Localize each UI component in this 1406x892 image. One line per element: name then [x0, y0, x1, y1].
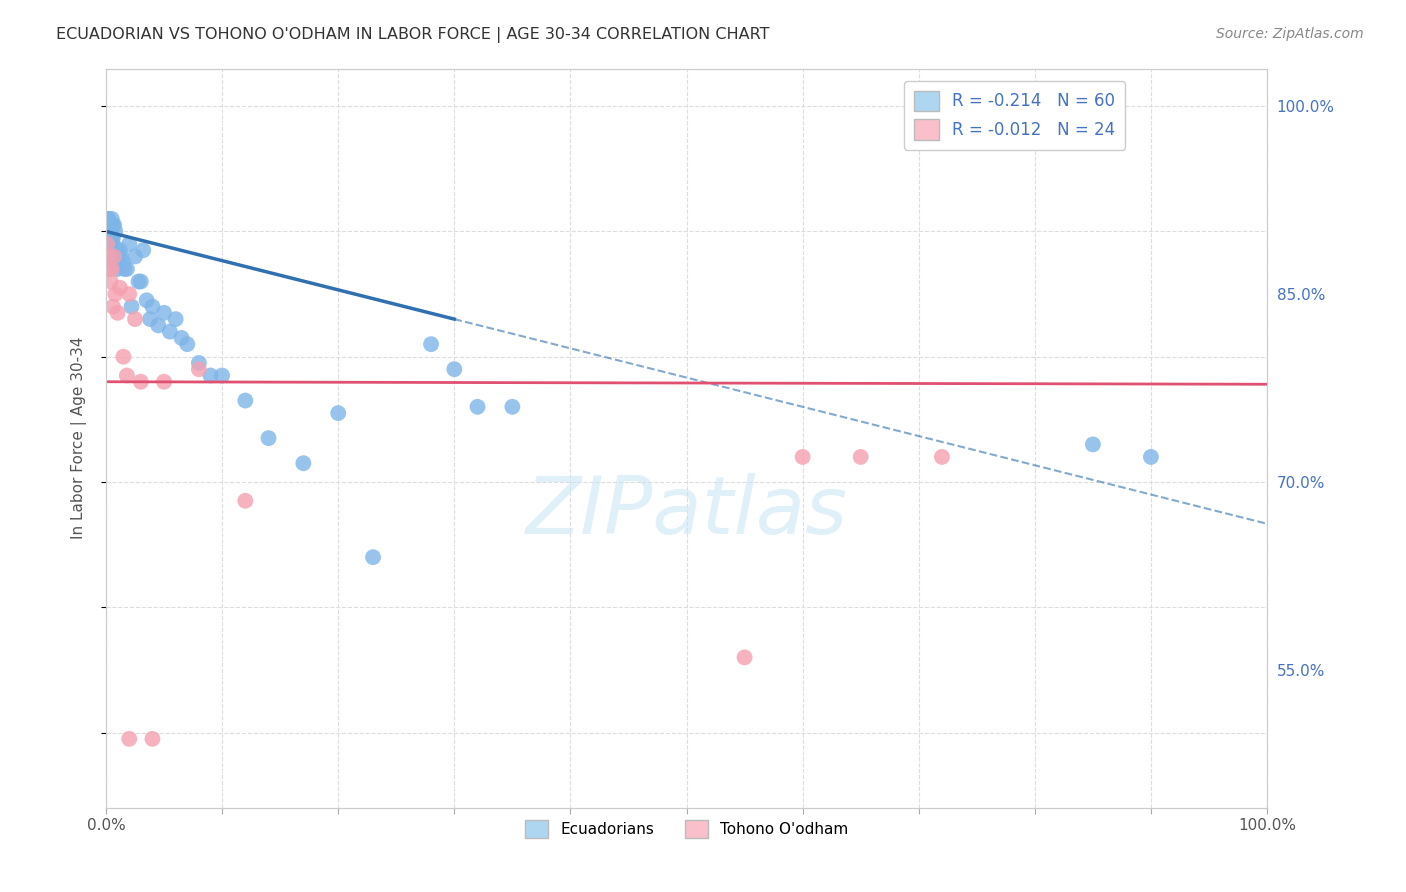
Point [734, 650, 756, 665]
Point [132, 243, 155, 257]
Point [501, 400, 523, 414]
Point [211, 368, 233, 383]
Point [187, 362, 209, 376]
Point [118, 731, 141, 746]
Point [153, 306, 176, 320]
Point [141, 300, 163, 314]
Point [115, 262, 138, 277]
Point [107, 256, 129, 270]
Point [233, 393, 256, 408]
Point [96, 236, 118, 251]
Point [121, 300, 143, 314]
Point [159, 325, 181, 339]
Point [101, 230, 124, 244]
Text: ZIPatlas: ZIPatlas [526, 473, 848, 551]
Point [118, 287, 141, 301]
Point [96, 211, 118, 226]
Point [104, 287, 127, 301]
Point [176, 337, 198, 351]
Text: Source: ZipAtlas.com: Source: ZipAtlas.com [1216, 27, 1364, 41]
Point [98, 236, 121, 251]
Point [101, 230, 124, 244]
Point [110, 250, 132, 264]
Point [100, 218, 122, 232]
Point [141, 731, 163, 746]
Point [292, 456, 315, 470]
Point [100, 275, 122, 289]
Point [233, 493, 256, 508]
Point [97, 211, 120, 226]
Point [170, 331, 193, 345]
Point [792, 450, 814, 464]
Y-axis label: In Labor Force | Age 30-34: In Labor Force | Age 30-34 [72, 337, 87, 540]
Point [97, 250, 120, 264]
Point [849, 450, 872, 464]
Point [101, 262, 124, 277]
Point [105, 250, 128, 264]
Point [101, 300, 124, 314]
Point [129, 275, 152, 289]
Point [96, 218, 118, 232]
Point [98, 224, 121, 238]
Point [129, 375, 152, 389]
Point [107, 306, 129, 320]
Point [112, 256, 135, 270]
Point [153, 375, 176, 389]
Point [103, 218, 125, 232]
Point [108, 243, 131, 257]
Point [107, 250, 129, 264]
Point [200, 368, 222, 383]
Point [98, 262, 121, 277]
Point [100, 224, 122, 238]
Point [115, 368, 138, 383]
Text: ECUADORIAN VS TOHONO O'ODHAM IN LABOR FORCE | AGE 30-34 CORRELATION CHART: ECUADORIAN VS TOHONO O'ODHAM IN LABOR FO… [56, 27, 769, 43]
Point [328, 406, 350, 420]
Point [101, 236, 124, 251]
Point [100, 236, 122, 251]
Point [420, 337, 443, 351]
Point [124, 312, 146, 326]
Point [1140, 450, 1163, 464]
Point [361, 550, 384, 565]
Point [257, 431, 280, 445]
Point [135, 293, 157, 308]
Legend: Ecuadorians, Tohono O'odham: Ecuadorians, Tohono O'odham [519, 814, 853, 845]
Point [107, 262, 129, 277]
Point [103, 256, 125, 270]
Point [467, 400, 489, 414]
Point [108, 281, 131, 295]
Point [103, 250, 125, 264]
Point [105, 243, 128, 257]
Point [114, 262, 136, 277]
Point [104, 250, 127, 264]
Point [97, 224, 120, 238]
Point [101, 218, 124, 232]
Point [112, 350, 135, 364]
Point [931, 450, 953, 464]
Point [165, 312, 187, 326]
Point [98, 218, 121, 232]
Point [128, 275, 150, 289]
Point [118, 236, 141, 251]
Point [1081, 437, 1104, 451]
Point [101, 211, 124, 226]
Point [101, 218, 124, 232]
Point [443, 362, 465, 376]
Point [97, 230, 120, 244]
Point [139, 312, 162, 326]
Point [148, 318, 170, 333]
Point [124, 250, 146, 264]
Point [187, 356, 209, 370]
Point [104, 224, 127, 238]
